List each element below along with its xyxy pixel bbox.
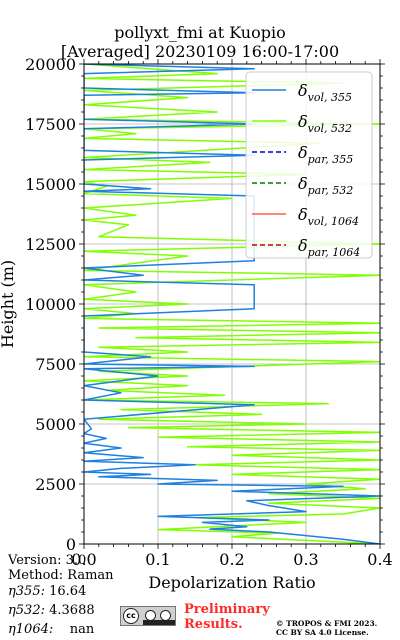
y-tick-label: 5000 <box>35 415 76 434</box>
eta1064-value: nan <box>69 622 95 637</box>
x-tick-label: 0.0 <box>71 550 96 569</box>
legend-label: δpar, 1064 <box>298 236 360 259</box>
y-tick-label: 17500 <box>25 115 76 134</box>
x-tick-label: 0.2 <box>219 550 244 569</box>
legend-box <box>245 71 373 259</box>
x-tick-label: 0.1 <box>145 550 170 569</box>
eta1064-label: η1064: <box>8 622 54 637</box>
y-tick-label: 7500 <box>35 355 76 374</box>
y-axis-label: Height (m) <box>0 260 17 348</box>
chart-title-line-1: pollyxt_fmi at Kuopio <box>114 23 286 42</box>
method-text: Method: Raman <box>8 568 114 583</box>
y-tick-label: 10000 <box>25 295 76 314</box>
preliminary-line-2: Results. <box>184 617 243 632</box>
copyright-line-1: © TROPOS & FMI 2023. <box>276 619 378 628</box>
preliminary-line-1: Preliminary <box>184 602 270 617</box>
y-tick-label: 0 <box>66 535 76 554</box>
version-text: Version: 3.0 <box>8 553 87 568</box>
x-axis-label: Depolarization Ratio <box>148 573 315 592</box>
eta532-text: η532: 4.3688 <box>8 603 95 618</box>
y-tick-label: 15000 <box>25 175 76 194</box>
eta532-value: 4.3688 <box>49 603 95 618</box>
eta1064-text: η1064: nan <box>8 622 94 637</box>
cc-icon: cc <box>123 608 139 624</box>
method-value: Raman <box>67 568 114 583</box>
legend-label: δpar, 355 <box>298 143 353 166</box>
copyright-line-2: CC BY SA 4.0 License. <box>276 628 369 637</box>
legend-label: δvol, 1064 <box>298 205 359 228</box>
eta532-label: η532: <box>8 603 45 618</box>
y-tick-label: 12500 <box>25 235 76 254</box>
x-tick-label: 0.4 <box>367 550 392 569</box>
eta355-value: 16.64 <box>49 584 87 599</box>
legend-label: δvol, 532 <box>298 112 352 135</box>
method-prefix: Method: <box>8 568 68 583</box>
y-tick-label: 2500 <box>35 475 76 494</box>
cc-badge-strip <box>143 620 175 625</box>
y-tick-label: 20000 <box>25 55 76 74</box>
x-tick-label: 0.3 <box>293 550 318 569</box>
chart-title-line-2: [Averaged] 20230109 16:00-17:00 <box>60 42 340 61</box>
legend-label: δpar, 532 <box>298 174 353 197</box>
cc-license-badge: cc <box>120 606 176 626</box>
series-line--vol-355 <box>84 64 380 544</box>
eta355-text: η355: 16.64 <box>8 584 86 599</box>
copyright-note: © TROPOS & FMI 2023. CC BY SA 4.0 Licens… <box>276 619 377 637</box>
preliminary-label: Preliminary Results. <box>184 602 270 632</box>
legend-label: δvol, 355 <box>298 81 352 104</box>
eta355-label: η355: <box>8 584 45 599</box>
